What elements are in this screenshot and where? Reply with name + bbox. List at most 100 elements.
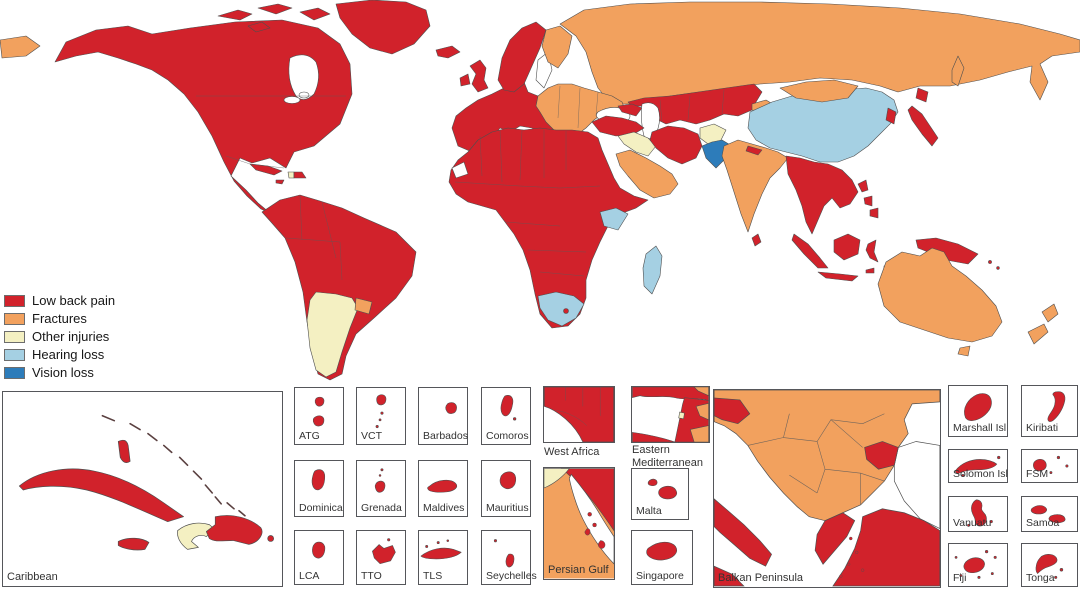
island-shape-singapore — [646, 541, 677, 561]
country-haiti — [177, 522, 216, 550]
region-south-america — [261, 194, 417, 381]
balkan-italy-boot — [714, 498, 772, 567]
inset-comoros: Comoros — [481, 387, 531, 445]
inset-label-fiji: Fiji — [953, 571, 967, 584]
inset-malta: Malta — [631, 468, 689, 520]
island-shape-dominica — [311, 469, 326, 491]
island-tasmania — [957, 345, 971, 357]
inset-label-tonga: Tonga — [1026, 571, 1055, 584]
internal-borders — [196, 85, 725, 281]
region-norway-sweden — [497, 21, 547, 93]
inset-dominica: Dominica — [294, 460, 344, 517]
inset-label-west-africa: West Africa — [544, 446, 600, 458]
balkan-italy-north — [714, 397, 751, 425]
inset-label-comoros: Comoros — [486, 429, 529, 442]
inset-label-fsm: FSM — [1026, 467, 1049, 480]
island-shape-lca — [312, 541, 326, 559]
country-australia — [877, 247, 1003, 343]
island-shape-vct — [375, 394, 387, 429]
island-puerto-rico — [267, 535, 274, 542]
balkan-italy-south — [714, 565, 745, 587]
country-cuba — [18, 468, 184, 523]
em-egypt — [632, 432, 675, 442]
inset-label-atg: ATG — [299, 429, 320, 442]
country-kenya — [599, 207, 629, 231]
legend-row: Low back pain — [4, 294, 115, 307]
legend-row: Other injuries — [4, 330, 115, 343]
inset-grenada: Grenada — [356, 460, 406, 517]
balkan-black-sea — [893, 441, 940, 530]
inset-balkan: Balkan Peninsula — [713, 389, 941, 588]
country-russia-sakhalin — [951, 55, 965, 87]
island-shape-samoa — [1030, 505, 1066, 524]
country-uruguay — [354, 297, 373, 315]
region-north-america — [54, 19, 353, 214]
country-iran — [649, 125, 703, 165]
inset-label-solomon-isl: Solomon Isl — [953, 467, 1008, 480]
country-madagascar — [642, 245, 663, 295]
west-africa-land — [544, 387, 614, 442]
inset-label-vct: VCT — [361, 429, 382, 442]
country-caucasus — [617, 103, 643, 117]
inset-label-caribbean: Caribbean — [7, 571, 58, 584]
island-shape-tls — [420, 539, 462, 560]
island-shape-marshall — [964, 393, 992, 421]
country-jamaica — [275, 179, 285, 185]
country-india — [721, 139, 789, 233]
inset-vanuatu: Vanuatu — [948, 496, 1008, 532]
balkan-turkey — [832, 508, 940, 587]
inset-persian-gulf: Persian Gulf — [543, 467, 615, 580]
island-shape-comoros — [500, 395, 517, 421]
inset-west-africa — [543, 386, 615, 443]
country-greenland — [335, 0, 431, 55]
country-papua-new-guinea — [915, 237, 979, 265]
legend-row: Fractures — [4, 312, 115, 325]
country-turkey — [591, 115, 645, 137]
legend-label: Hearing loss — [32, 347, 105, 362]
country-cuba — [249, 163, 283, 176]
inset-label-persian-gulf: Persian Gulf — [548, 564, 609, 577]
legend-swatch-low-back-pain — [4, 294, 25, 307]
inset-samoa: Samoa — [1021, 496, 1078, 532]
balkan-aegean-islands — [839, 536, 865, 578]
pg-gulf-islands — [584, 512, 606, 549]
island-shape-barbados — [445, 402, 457, 414]
great-lakes-2 — [298, 91, 310, 99]
em-israel — [678, 411, 685, 420]
island-shape-vanuatu — [967, 499, 993, 527]
country-iceland — [435, 45, 461, 59]
country-russia-chukotka-west — [0, 35, 41, 59]
balkan-borders — [747, 413, 885, 505]
west-africa-borders — [555, 387, 601, 426]
inset-label-tto: TTO — [361, 569, 382, 582]
country-japan — [907, 87, 939, 147]
inset-fiji: Fiji — [948, 543, 1008, 587]
legend-label: Fractures — [32, 311, 87, 326]
legend: Low back pain Fractures Other injuries H… — [4, 294, 115, 384]
territory-western-sahara — [451, 161, 469, 179]
inset-tonga: Tonga — [1021, 543, 1078, 587]
em-orange-southeast — [689, 425, 709, 442]
country-mongolia — [779, 79, 859, 103]
inset-label-malta: Malta — [636, 504, 662, 517]
em-orange-east — [695, 403, 709, 421]
balkan-moldova — [864, 441, 899, 470]
inset-mauritius: Mauritius — [481, 460, 531, 517]
inset-tls: TLS — [418, 530, 468, 585]
em-turkey — [632, 387, 709, 401]
inset-label-seychelles: Seychelles — [486, 569, 537, 582]
island-shape-tonga — [1035, 554, 1064, 579]
country-korea — [885, 107, 897, 125]
legend-label: Vision loss — [32, 365, 94, 380]
inset-caribbean: Caribbean — [2, 391, 283, 587]
legend-swatch-vision-loss — [4, 366, 25, 379]
region-indonesia — [791, 233, 907, 282]
inset-marshall-isl: Marshall Isl — [948, 385, 1008, 437]
inset-label-eastern-mediterranean: Eastern Mediterranean — [632, 444, 703, 469]
inset-seychelles: Seychelles — [481, 530, 537, 585]
inset-solomon-isl: Solomon Isl — [948, 449, 1008, 483]
island-shape-maldives — [427, 479, 458, 493]
island-shape-fsm — [1033, 455, 1069, 474]
inset-vct: VCT — [356, 387, 406, 445]
